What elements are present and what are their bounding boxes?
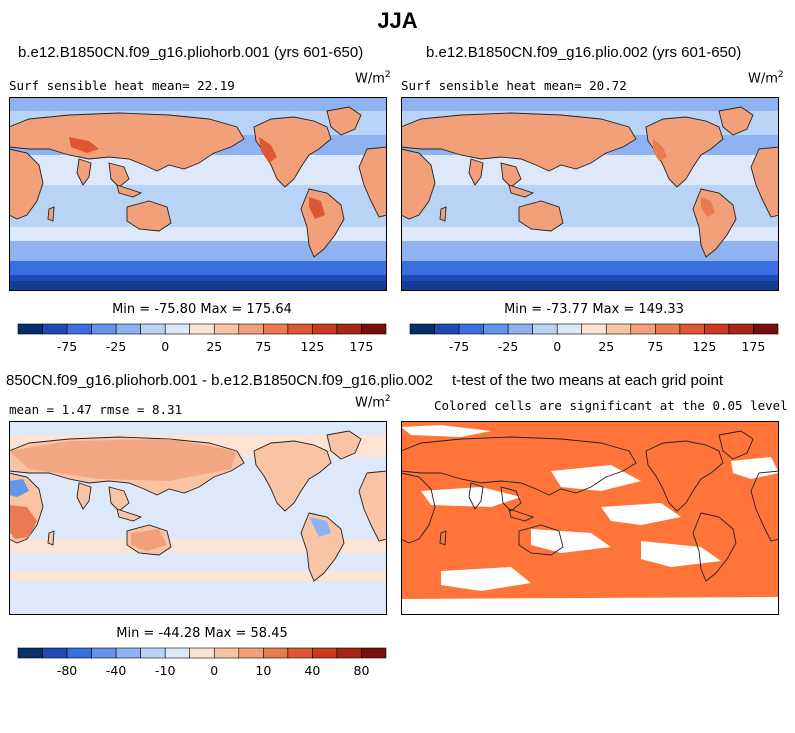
- colorbar-swatch: [361, 323, 387, 335]
- colorbar-swatch: [728, 323, 754, 335]
- colorbar-swatch: [556, 323, 583, 335]
- colorbar-tick-label: 25: [206, 339, 222, 354]
- colorbar-swatch: [312, 323, 338, 335]
- panel1-case-title: b.e12.B1850CN.f09_g16.pliohorb.001 (yrs …: [18, 44, 364, 61]
- colorbar-swatch: [287, 323, 313, 335]
- colorbar-swatch: [263, 647, 289, 659]
- colorbar-swatch: [91, 323, 117, 335]
- colorbar-tick-label: 0: [161, 339, 169, 354]
- colorbar-swatch: [434, 323, 460, 335]
- panel4-significance-note: Colored cells are significant at the 0.0…: [434, 398, 788, 413]
- colorbar-swatch: [361, 647, 387, 659]
- colorbar-tick-label: 175: [350, 339, 374, 354]
- colorbar-swatch: [483, 323, 509, 335]
- panel2-map: [401, 97, 779, 291]
- colorbar-swatch: [42, 323, 68, 335]
- colorbar-tick-label: -80: [57, 663, 77, 678]
- colorbar-tick-label: 25: [598, 339, 614, 354]
- colorbar-tick-label: 125: [300, 339, 324, 354]
- colorbar-tick-label: 125: [692, 339, 716, 354]
- panel1-minmax: Min = -75.80 Max = 175.64: [112, 302, 292, 317]
- colorbar-swatch: [409, 323, 435, 335]
- colorbar-swatch: [753, 323, 779, 335]
- panel3-colorbar: -80 -40 -10 0 10 40 80: [17, 647, 387, 678]
- colorbar-swatch: [164, 323, 191, 335]
- panel2-variable-label: Surf sensible heat mean= 20.72: [401, 78, 627, 93]
- panel3-case-title: 850CN.f09_g16.pliohorb.001 - b.e12.B1850…: [6, 372, 433, 389]
- colorbar-swatch: [581, 323, 607, 335]
- colorbar-swatch: [115, 323, 141, 335]
- colorbar-tick-label: -75: [449, 339, 469, 354]
- colorbar-tick-label: -75: [57, 339, 77, 354]
- colorbar-swatch: [66, 647, 92, 659]
- colorbar-swatch: [507, 323, 533, 335]
- colorbar-tick-label: 75: [255, 339, 271, 354]
- panel1-variable-label: Surf sensible heat mean= 22.19: [9, 78, 235, 93]
- colorbar-swatch: [238, 323, 264, 335]
- colorbar-swatch: [630, 323, 656, 335]
- colorbar-swatch: [17, 323, 43, 335]
- panel3-units: W/m2: [355, 394, 391, 411]
- colorbar-swatch: [213, 323, 240, 335]
- colorbar-swatch: [312, 647, 338, 659]
- colorbar-swatch: [263, 323, 289, 335]
- colorbar-tick-label: -25: [106, 339, 126, 354]
- panel1-colorbar: -75 -25 0 25 75 125 175: [17, 323, 387, 354]
- colorbar-swatch: [164, 647, 191, 659]
- panel2-minmax: Min = -73.77 Max = 149.33: [504, 302, 684, 317]
- colorbar-tick-label: 75: [647, 339, 663, 354]
- figure-title: JJA: [377, 8, 418, 33]
- colorbar-swatch: [336, 323, 362, 335]
- panel1-units: W/m2: [355, 70, 391, 87]
- colorbar-tick-label: 0: [553, 339, 561, 354]
- colorbar-swatch: [704, 323, 730, 335]
- colorbar-swatch: [42, 647, 68, 659]
- colorbar-swatch: [287, 647, 313, 659]
- colorbar-tick-label: 80: [354, 663, 370, 678]
- colorbar-tick-label: -10: [155, 663, 175, 678]
- panel1-map: [9, 97, 387, 291]
- colorbar-swatch: [66, 323, 92, 335]
- colorbar-tick-label: 10: [255, 663, 271, 678]
- colorbar-swatch: [189, 323, 215, 335]
- colorbar-swatch: [655, 323, 681, 335]
- colorbar-tick-label: 0: [210, 663, 218, 678]
- colorbar-swatch: [532, 323, 558, 335]
- panel3-map: [9, 421, 387, 615]
- colorbar-tick-label: -25: [498, 339, 518, 354]
- colorbar-swatch: [140, 647, 166, 659]
- panel3-stats-label: mean = 1.47 rmse = 8.31: [9, 402, 183, 417]
- colorbar-tick-label: -40: [106, 663, 126, 678]
- panel3-minmax: Min = -44.28 Max = 58.45: [116, 626, 288, 641]
- colorbar-swatch: [189, 647, 215, 659]
- colorbar-tick-label: 40: [304, 663, 320, 678]
- colorbar-swatch: [213, 647, 240, 659]
- colorbar-swatch: [679, 323, 705, 335]
- colorbar-swatch: [336, 647, 362, 659]
- panel4-title: t-test of the two means at each grid poi…: [452, 372, 723, 389]
- colorbar-swatch: [17, 647, 43, 659]
- colorbar-tick-label: 175: [742, 339, 766, 354]
- panel2-colorbar: -75 -25 0 25 75 125 175: [409, 323, 779, 354]
- colorbar-swatch: [91, 647, 117, 659]
- panel2-case-title: b.e12.B1850CN.f09_g16.plio.002 (yrs 601-…: [426, 44, 742, 61]
- colorbar-swatch: [605, 323, 632, 335]
- colorbar-swatch: [458, 323, 484, 335]
- panel2-units: W/m2: [748, 70, 784, 87]
- panel4-map: [401, 421, 779, 615]
- colorbar-swatch: [140, 323, 166, 335]
- colorbar-swatch: [238, 647, 264, 659]
- colorbar-swatch: [115, 647, 141, 659]
